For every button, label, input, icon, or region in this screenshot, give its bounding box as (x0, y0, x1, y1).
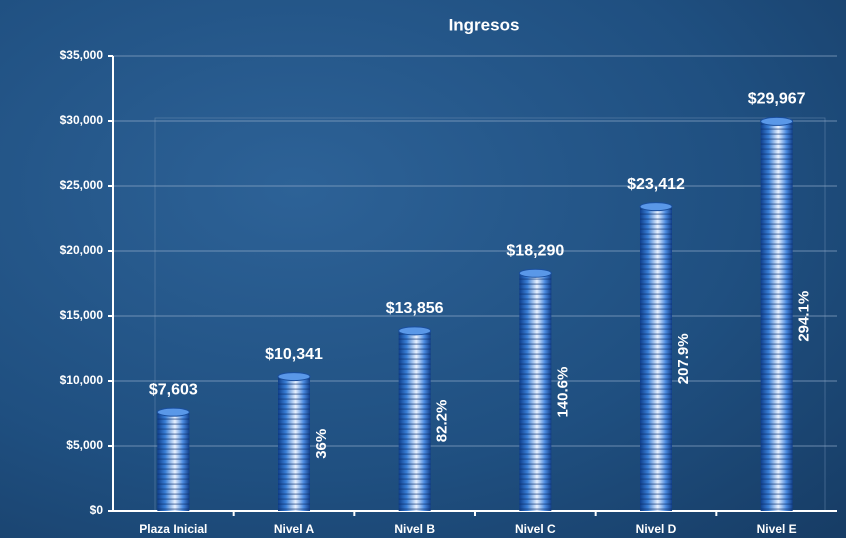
value-label: $18,290 (506, 242, 564, 259)
x-tick-label: Nivel B (394, 522, 435, 536)
bar-cap (639, 202, 673, 212)
bar-texture (398, 330, 431, 511)
y-tick-label: $5,000 (66, 438, 103, 452)
x-tick-label: Nivel E (757, 522, 797, 536)
bar-cap (760, 116, 794, 126)
value-label: $13,856 (386, 300, 444, 317)
growth-label: 82.2% (434, 400, 451, 443)
bar-cap (277, 372, 311, 382)
bar-texture (640, 206, 672, 512)
y-tick-label: $25,000 (60, 178, 104, 192)
value-label: $7,603 (149, 381, 198, 398)
bar-texture (760, 121, 793, 511)
y-tick-label: $30,000 (60, 113, 104, 127)
value-label: $23,412 (627, 176, 685, 193)
growth-label: 140.6% (554, 367, 571, 418)
y-tick-label: $0 (90, 503, 104, 517)
x-tick-label: Plaza Inicial (139, 522, 207, 536)
x-tick-label: Nivel A (274, 522, 315, 536)
chart-title: Ingresos (449, 15, 520, 34)
growth-label: 36% (313, 429, 330, 459)
y-tick-label: $15,000 (60, 308, 104, 322)
y-tick-label: $20,000 (60, 243, 104, 257)
bar-cap (398, 326, 432, 336)
y-tick-label: $35,000 (60, 48, 104, 62)
growth-label: 207.9% (675, 333, 692, 384)
bar-texture (278, 376, 310, 511)
bar-cap (156, 407, 190, 417)
x-tick-label: Nivel C (515, 522, 556, 536)
bar-texture (157, 412, 190, 511)
bar-texture (519, 273, 552, 511)
growth-label: 294.1% (796, 291, 813, 342)
value-label: $10,341 (265, 346, 323, 363)
x-tick-label: Nivel D (636, 522, 677, 536)
value-label: $29,967 (748, 91, 806, 108)
plot: $0 $5,000 $10,000 $15,000 $20,000 $25,000 $30,… (60, 48, 837, 536)
bar-cap (518, 268, 552, 278)
y-tick-label: $10,000 (60, 373, 104, 387)
